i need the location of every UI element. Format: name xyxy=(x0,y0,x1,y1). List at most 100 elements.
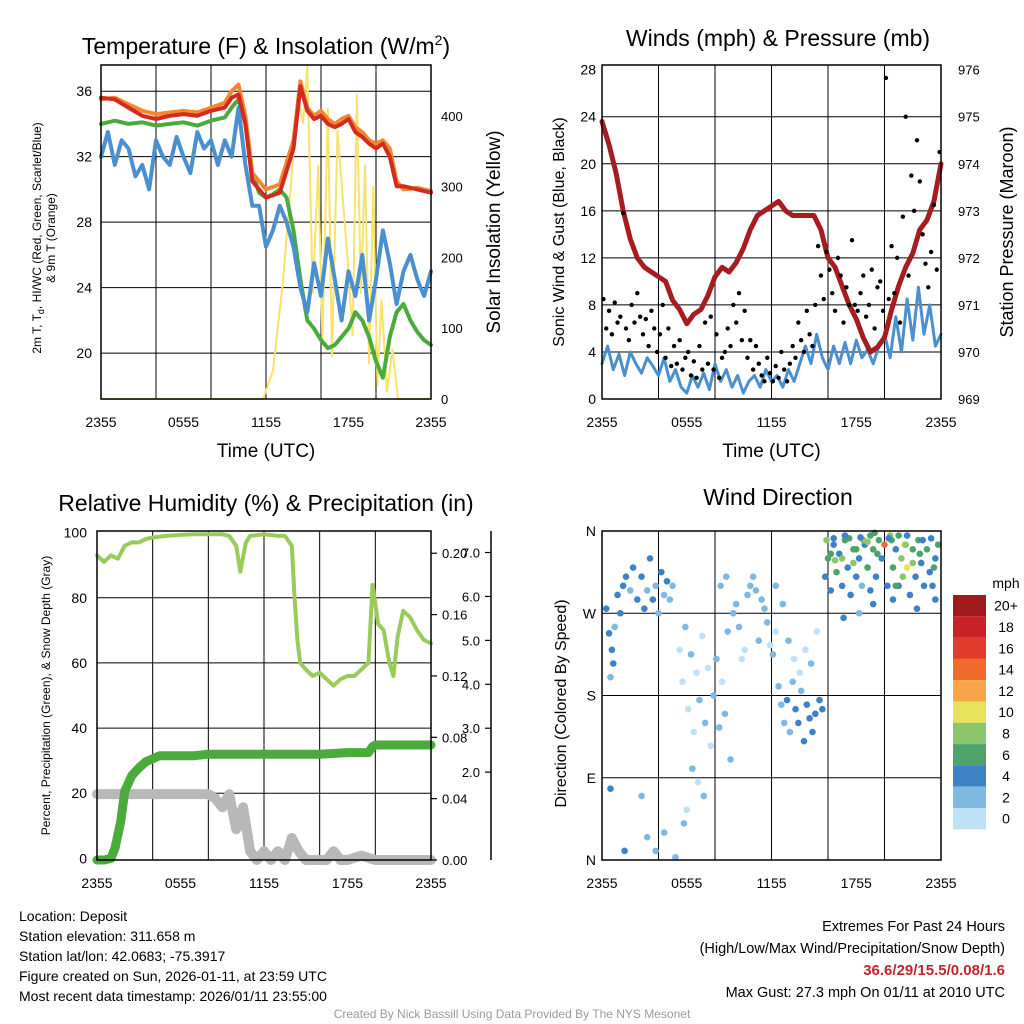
gust-point xyxy=(620,210,626,216)
y3-tick-label: 5.0 xyxy=(462,633,480,648)
y-tick-label: 28 xyxy=(76,214,92,230)
humidity-y-ticks: 0 20 40 60 80 100 xyxy=(64,525,88,867)
colorbar-label: 8 xyxy=(1002,725,1010,741)
direction-point xyxy=(830,541,837,549)
direction-point xyxy=(881,541,888,549)
gust-point xyxy=(815,243,821,249)
gust-point xyxy=(872,326,877,331)
humidity-y3-ticks: 2.0 3.0 4.0 5.0 6.0 7.0 xyxy=(462,546,491,780)
direction-point xyxy=(669,582,676,590)
direction-point xyxy=(646,555,654,562)
gust-point xyxy=(728,343,733,349)
gust-point xyxy=(674,361,680,366)
station-latlon: Station lat/lon: 42.0683; -75.3917 xyxy=(19,948,226,964)
recent-data-timestamp: Most recent data timestamp: 2026/01/11 2… xyxy=(19,988,327,1004)
gust-point xyxy=(846,302,852,308)
y-tick-label: E xyxy=(587,770,596,786)
direction-point xyxy=(684,705,692,713)
gust-point xyxy=(917,179,923,184)
y2-tick-label: 400 xyxy=(441,109,463,124)
gust-point xyxy=(855,308,860,313)
gust-point xyxy=(841,320,846,325)
direction-point xyxy=(718,678,726,686)
direction-point xyxy=(749,573,757,580)
winds-vertical-gridlines xyxy=(658,65,885,399)
temperature-y2-ticks: 0 100 200 300 400 xyxy=(441,109,463,407)
winds-plot-frame xyxy=(601,64,942,400)
direction-point xyxy=(892,545,900,553)
x-tick-label: 2355 xyxy=(586,875,617,891)
direction-point xyxy=(698,632,706,640)
direction-point xyxy=(807,660,815,667)
y-tick-label: N xyxy=(586,852,596,868)
gust-point xyxy=(807,332,812,337)
x-tick-label: 2355 xyxy=(81,875,112,891)
y-tick-label: 0 xyxy=(588,391,596,407)
gust-point xyxy=(861,273,866,278)
extremes-subtitle: (High/Low/Max Wind/Precipitation/Snow De… xyxy=(699,941,1005,957)
winds-title: Winds (mph) & Pressure (mb) xyxy=(626,25,930,51)
direction-point xyxy=(694,779,702,786)
gust-point xyxy=(852,302,858,308)
y2-tick-label: 0.00 xyxy=(442,853,467,868)
y2-tick-label: 200 xyxy=(441,250,463,265)
series-line xyxy=(99,79,433,194)
winds-y-axis-label: Sonic Wind & Gust (Blue, Black) xyxy=(551,117,568,346)
gust-point xyxy=(838,273,843,278)
direction-point xyxy=(730,609,737,617)
direction-point xyxy=(796,669,804,676)
direction-point xyxy=(874,550,881,558)
direction-point xyxy=(638,792,645,800)
x-tick-label: 1155 xyxy=(251,414,281,430)
direction-point xyxy=(912,573,919,580)
gust-point xyxy=(773,363,778,369)
direction-point xyxy=(899,573,907,580)
direction-point xyxy=(660,591,668,599)
direction-point xyxy=(704,664,712,672)
x-tick-label: 2355 xyxy=(586,414,617,430)
temperature-y2-axis-label: Solar Insolation (Yellow) xyxy=(484,130,505,333)
direction-point xyxy=(872,573,880,580)
direction-point xyxy=(687,651,695,658)
y3-tick-label: 2.0 xyxy=(462,765,480,780)
direction-point xyxy=(696,696,703,704)
direction-point xyxy=(655,609,662,617)
gust-point xyxy=(903,114,908,119)
gust-point xyxy=(776,375,781,381)
gust-point xyxy=(801,349,807,355)
direction-point xyxy=(927,535,935,542)
y-tick-label: 24 xyxy=(580,109,596,125)
y2-tick-label: 970 xyxy=(958,345,980,360)
direction-point xyxy=(923,545,931,553)
direction-point xyxy=(916,550,924,558)
y-tick-label: 28 xyxy=(580,62,596,78)
direction-point xyxy=(797,687,805,695)
gust-point xyxy=(657,332,663,337)
direction-point xyxy=(789,678,796,686)
direction-point xyxy=(663,577,671,585)
direction-point xyxy=(638,573,645,580)
direction-point xyxy=(827,587,835,594)
direction-point xyxy=(629,564,637,571)
gust-point xyxy=(849,238,855,243)
y2-tick-label: 973 xyxy=(958,204,980,219)
y2-tick-label: 976 xyxy=(958,63,980,78)
y-tick-label: 12 xyxy=(580,250,596,266)
y-tick-label: 24 xyxy=(76,280,92,296)
direction-point xyxy=(619,582,627,590)
gust-point xyxy=(606,308,612,313)
direction-point xyxy=(634,596,641,603)
gust-point xyxy=(708,314,713,319)
direction-point xyxy=(792,705,799,713)
x-tick-label: 1155 xyxy=(756,414,786,430)
direction-point xyxy=(813,628,820,635)
y-tick-label: 80 xyxy=(71,590,87,606)
direction-point xyxy=(920,582,928,590)
direction-point xyxy=(772,628,780,635)
gust-point xyxy=(886,296,891,302)
colorbar-label: 6 xyxy=(1002,747,1010,763)
direction-point xyxy=(884,582,891,590)
direction-point xyxy=(844,564,852,571)
direction-point xyxy=(919,536,926,544)
direction-point xyxy=(683,806,691,814)
